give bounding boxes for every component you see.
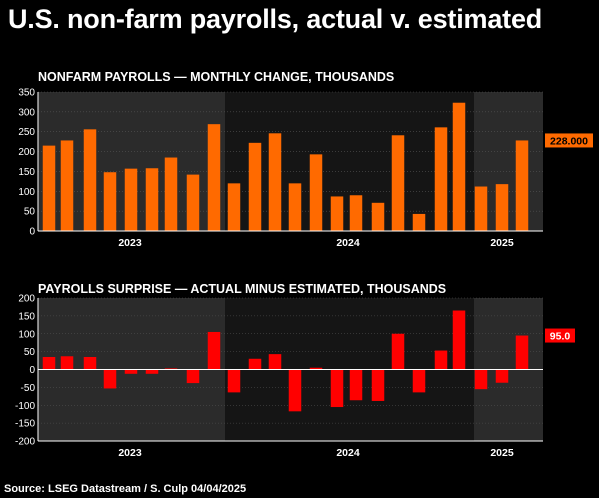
payrolls-bar [371, 202, 385, 231]
surprise-bar [83, 356, 97, 370]
payrolls-year-label: 2023 [118, 237, 142, 249]
surprise-bar [288, 369, 302, 412]
payrolls-bar [495, 184, 509, 231]
surprise-chart-title: PAYROLLS SURPRISE — ACTUAL MINUS ESTIMAT… [38, 282, 447, 296]
surprise-last-value-box [545, 328, 575, 343]
surprise-bar [124, 369, 138, 374]
surprise-bar [60, 356, 74, 370]
surprise-bar [268, 354, 282, 370]
payrolls-bar [515, 140, 529, 231]
payrolls-bar [124, 168, 138, 231]
surprise-y-tick-label: 200 [18, 294, 35, 305]
surprise-year-label: 2024 [336, 447, 360, 459]
payrolls-bar [145, 168, 159, 231]
surprise-bar [434, 350, 448, 370]
surprise-bar [248, 358, 262, 370]
surprise-bar [452, 310, 466, 370]
payrolls-year-2024-band [225, 92, 474, 231]
surprise-bar [227, 369, 241, 393]
payrolls-y-tick-label: 200 [18, 147, 35, 158]
payrolls-bar [207, 124, 221, 231]
payrolls-bar [227, 183, 241, 231]
payrolls-bar [42, 145, 56, 231]
payrolls-bar [186, 174, 200, 231]
surprise-bar [495, 369, 509, 383]
surprise-bar [330, 369, 344, 408]
payrolls-bar [391, 135, 405, 231]
surprise-bar [371, 369, 385, 401]
payrolls-bar [83, 129, 97, 231]
page-title: U.S. non-farm payrolls, actual v. estima… [8, 4, 543, 34]
payrolls-bar [474, 186, 488, 231]
payrolls-year-label: 2024 [336, 237, 360, 249]
payrolls-bar [248, 142, 262, 231]
surprise-bar [164, 368, 178, 370]
payrolls-y-tick-label: 50 [24, 207, 36, 218]
payrolls-y-tick-label: 150 [18, 167, 35, 178]
surprise-y-tick-label: 50 [24, 347, 36, 358]
surprise-bar [186, 369, 200, 384]
payrolls-bar [349, 195, 363, 231]
surprise-year-label: 2025 [490, 447, 514, 459]
surprise-bar [309, 367, 323, 370]
payrolls-y-tick-label: 0 [29, 227, 35, 238]
surprise-last-value-label: 95.0 [550, 331, 571, 343]
payrolls-y-tick-label: 100 [18, 187, 35, 198]
payrolls-bar [309, 154, 323, 231]
surprise-bar [391, 333, 405, 370]
payrolls-bar [452, 102, 466, 231]
payrolls-chart-title: NONFARM PAYROLLS — MONTHLY CHANGE, THOUS… [38, 70, 395, 84]
payrolls-bar [268, 133, 282, 231]
surprise-bar [349, 369, 363, 401]
surprise-bar [145, 369, 159, 374]
payrolls-y-tick-label: 350 [18, 88, 35, 99]
surprise-y-tick-label: -100 [15, 401, 35, 412]
surprise-bar [103, 369, 117, 389]
surprise-bar [515, 335, 529, 370]
surprise-y-tick-label: 0 [29, 365, 35, 376]
payrolls-bar [103, 172, 117, 231]
payrolls-last-value-box [545, 133, 593, 148]
surprise-y-tick-label: 100 [18, 329, 35, 340]
surprise-year-label: 2023 [118, 447, 142, 459]
surprise-y-tick-label: -200 [15, 437, 35, 448]
surprise-y-tick-label: -150 [15, 419, 35, 430]
payrolls-y-tick-label: 250 [18, 127, 35, 138]
payrolls-bar [412, 213, 426, 231]
payrolls-y-tick-label: 300 [18, 107, 35, 118]
payrolls-bar [434, 127, 448, 231]
payrolls-year-label: 2025 [490, 237, 514, 249]
payrolls-bar [330, 196, 344, 231]
source-note: Source: LSEG Datastream / S. Culp 04/04/… [4, 483, 247, 495]
surprise-y-tick-label: 150 [18, 311, 35, 322]
surprise-bar [412, 369, 426, 393]
payrolls-bar [60, 140, 74, 231]
surprise-y-tick-label: -50 [21, 383, 36, 394]
surprise-bar [207, 331, 221, 370]
payrolls-last-value-label: 228.000 [550, 135, 588, 147]
payrolls-bar [288, 183, 302, 231]
surprise-bar [42, 356, 56, 370]
surprise-bar [474, 369, 488, 390]
payrolls-bar [164, 157, 178, 231]
